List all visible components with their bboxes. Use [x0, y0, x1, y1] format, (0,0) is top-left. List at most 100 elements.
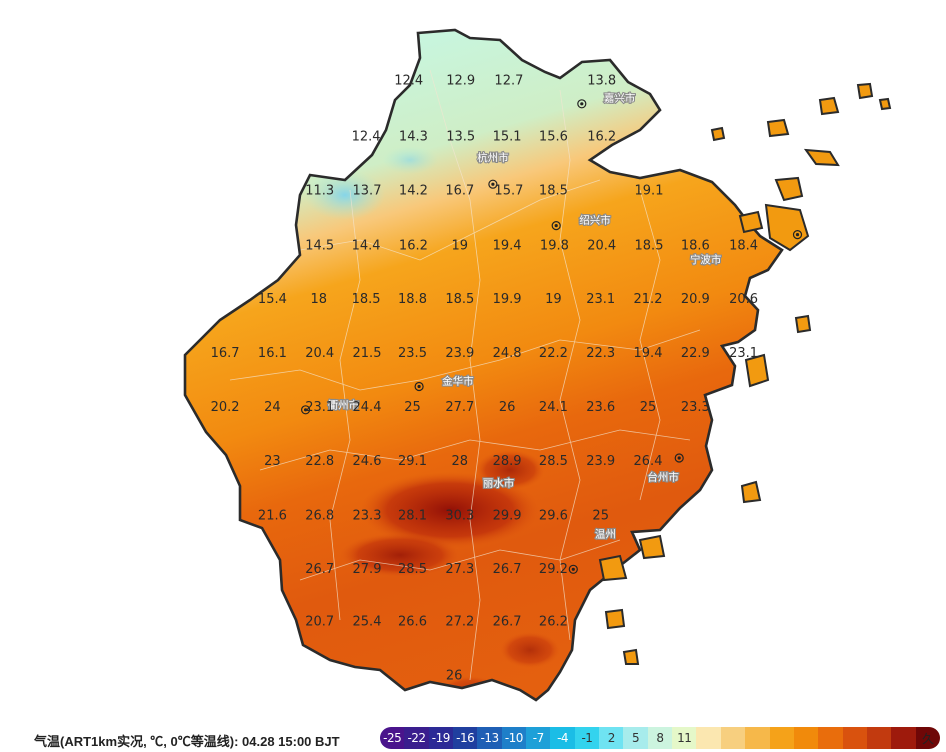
- temperature-label: 15.1: [493, 129, 522, 144]
- temperature-label: 20.2: [211, 400, 240, 415]
- temperature-label: 16.7: [211, 346, 240, 361]
- temperature-label: 23.1: [729, 346, 758, 361]
- city-label: 衢州市: [328, 398, 360, 411]
- temperature-label: 29.2: [539, 562, 568, 577]
- temperature-label: 28.5: [398, 562, 427, 577]
- city-marker-icon: [568, 564, 578, 574]
- legend-swatch: -13: [477, 727, 502, 749]
- temperature-label: 23: [264, 454, 281, 469]
- temperature-label: 22.2: [539, 346, 568, 361]
- legend-swatch: -7: [526, 727, 551, 749]
- temperature-label: 20.7: [305, 614, 334, 629]
- temperature-label: 13.7: [353, 184, 382, 199]
- temperature-label: 25: [640, 400, 657, 415]
- legend-swatch: 8: [647, 727, 673, 749]
- temperature-label: 16.1: [258, 346, 287, 361]
- temperature-label: 18.5: [539, 184, 568, 199]
- temperature-label: 26.7: [493, 562, 522, 577]
- legend-swatch: [818, 727, 843, 749]
- temperature-label: 24: [264, 400, 281, 415]
- temperature-label: 19: [545, 292, 562, 307]
- temperature-label: 14.4: [352, 238, 381, 253]
- temperature-label: 27.9: [353, 562, 382, 577]
- temperature-label: 18.5: [352, 292, 381, 307]
- temperature-label: 23.6: [586, 400, 615, 415]
- city-marker-icon: [577, 99, 587, 109]
- temperature-label: 16.2: [587, 129, 616, 144]
- temperature-label: 29.6: [539, 508, 568, 523]
- city-marker-icon: [301, 405, 311, 415]
- temperature-label: 15.6: [539, 129, 568, 144]
- temperature-label: 28.9: [493, 454, 522, 469]
- legend-swatch: 5: [623, 727, 648, 749]
- temperature-label: 24.4: [353, 400, 382, 415]
- legend-swatch: -4: [550, 727, 575, 749]
- temperature-label: 22.9: [681, 346, 710, 361]
- temperature-label: 24.1: [539, 400, 568, 415]
- temperature-label: 27.7: [445, 400, 474, 415]
- city-marker-icon: [414, 381, 424, 392]
- temperature-label: 21.5: [353, 346, 382, 361]
- temperature-label: 25.4: [353, 614, 382, 629]
- temperature-label: 18.6: [681, 238, 710, 253]
- temperature-label: 19.4: [493, 238, 522, 253]
- temperature-label: 20.4: [587, 238, 616, 253]
- city-label: 绍兴市: [579, 213, 611, 226]
- legend-swatch: 2: [599, 727, 624, 749]
- city-marker-icon: [488, 179, 498, 189]
- temperature-label: 14.2: [399, 184, 428, 199]
- temperature-label: 12.4: [394, 74, 423, 89]
- temperature-label: 18.4: [729, 238, 758, 253]
- city-label: 嘉兴市: [604, 92, 636, 105]
- city-label: 温州: [595, 529, 616, 541]
- temperature-label: 19.1: [635, 184, 664, 199]
- temperature-label: 26: [499, 400, 516, 415]
- temperature-label: 27.3: [445, 562, 474, 577]
- legend-swatch: -16: [453, 727, 478, 749]
- temperature-label: 12.4: [352, 129, 381, 144]
- temperature-label: 22.3: [586, 346, 615, 361]
- city-marker-icon: [551, 221, 561, 231]
- city-label: 丽水市: [483, 477, 515, 490]
- legend-swatch: 久: [915, 727, 940, 749]
- city-label: 杭州市: [477, 151, 509, 164]
- temperature-label: 19.9: [493, 292, 522, 307]
- temperature-label: 26.4: [634, 454, 663, 469]
- temperature-label: 21.2: [634, 292, 663, 307]
- watermark-text: 久: [921, 731, 934, 746]
- city-marker-icon: [674, 453, 684, 463]
- legend-swatch: [842, 727, 867, 749]
- temperature-label: 13.8: [587, 74, 616, 89]
- temperature-label: 28.1: [398, 508, 427, 523]
- legend-swatch: [696, 727, 721, 749]
- temperature-label: 27.2: [445, 614, 474, 629]
- temperature-label: 18.5: [445, 292, 474, 307]
- temperature-label: 26.7: [305, 562, 334, 577]
- city-label: 台州市: [647, 471, 679, 484]
- legend-swatch: 11: [672, 727, 697, 749]
- temperature-label: 24.8: [493, 346, 522, 361]
- temperature-label: 23.5: [398, 346, 427, 361]
- temperature-label: 19.8: [540, 238, 569, 253]
- legend-swatch: [769, 727, 794, 749]
- temperature-label: 26: [446, 669, 463, 684]
- city-markers: [301, 99, 803, 574]
- legend-swatch: [891, 727, 916, 749]
- temperature-label: 26.2: [539, 614, 568, 629]
- city-label: 宁波市: [690, 253, 722, 266]
- temperature-label: 12.9: [446, 74, 475, 89]
- temperature-label: 25: [592, 508, 609, 523]
- temperature-label: 14.5: [305, 238, 334, 253]
- legend-swatch: -25: [380, 727, 405, 749]
- temperature-label: 24.6: [353, 454, 382, 469]
- temperature-label: 18: [311, 292, 328, 307]
- temperature-label: 23.3: [353, 508, 382, 523]
- legend-swatch: -22: [404, 727, 429, 749]
- legend-swatch: [793, 727, 819, 749]
- temperature-label: 28: [452, 454, 469, 469]
- temperature-label: 29.9: [493, 508, 522, 523]
- temperature-label: 14.3: [399, 129, 428, 144]
- temperature-label: 13.5: [446, 129, 475, 144]
